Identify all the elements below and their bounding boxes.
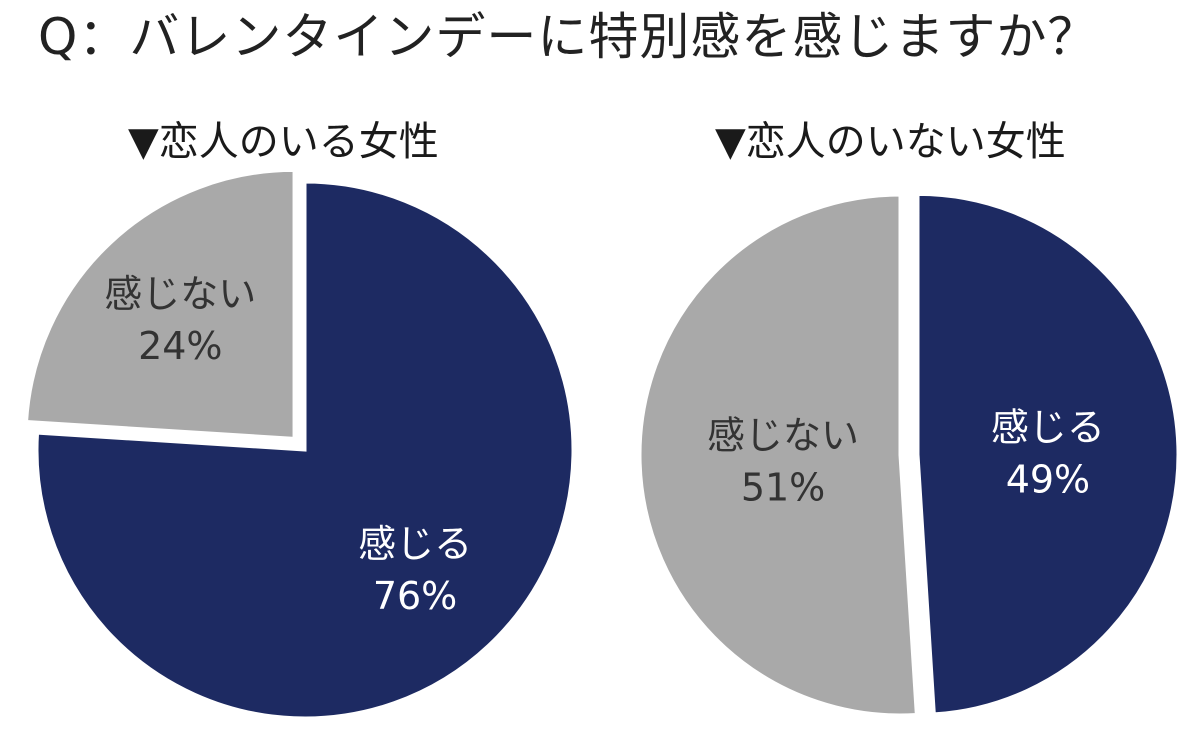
slice-value-single-not-feel: 51%	[741, 466, 825, 510]
slice-label-single-feel: 感じる	[991, 405, 1105, 449]
slice-value-single-feel: 49%	[1006, 457, 1090, 501]
slice-value-partnered-feel: 76%	[373, 574, 457, 618]
chart-title-single: ▼恋人のいない女性	[715, 119, 1066, 165]
pie-slice-partnered-feel	[35, 180, 575, 720]
pie-slice-partnered-not-feel	[24, 168, 296, 440]
pie-slice-single-feel	[916, 192, 1180, 716]
slice-value-partnered-not-feel: 24%	[138, 324, 222, 368]
chart-title-partnered: ▼恋人のいる女性	[128, 119, 439, 165]
page-title: Q：バレンタインデーに特別感を感じますか？	[38, 8, 1099, 66]
slice-label-partnered-feel: 感じる	[358, 522, 472, 566]
pie-slice-single-not-feel	[638, 193, 918, 717]
slice-label-partnered-not-feel: 感じない	[104, 272, 256, 316]
slice-label-single-not-feel: 感じない	[707, 414, 859, 458]
